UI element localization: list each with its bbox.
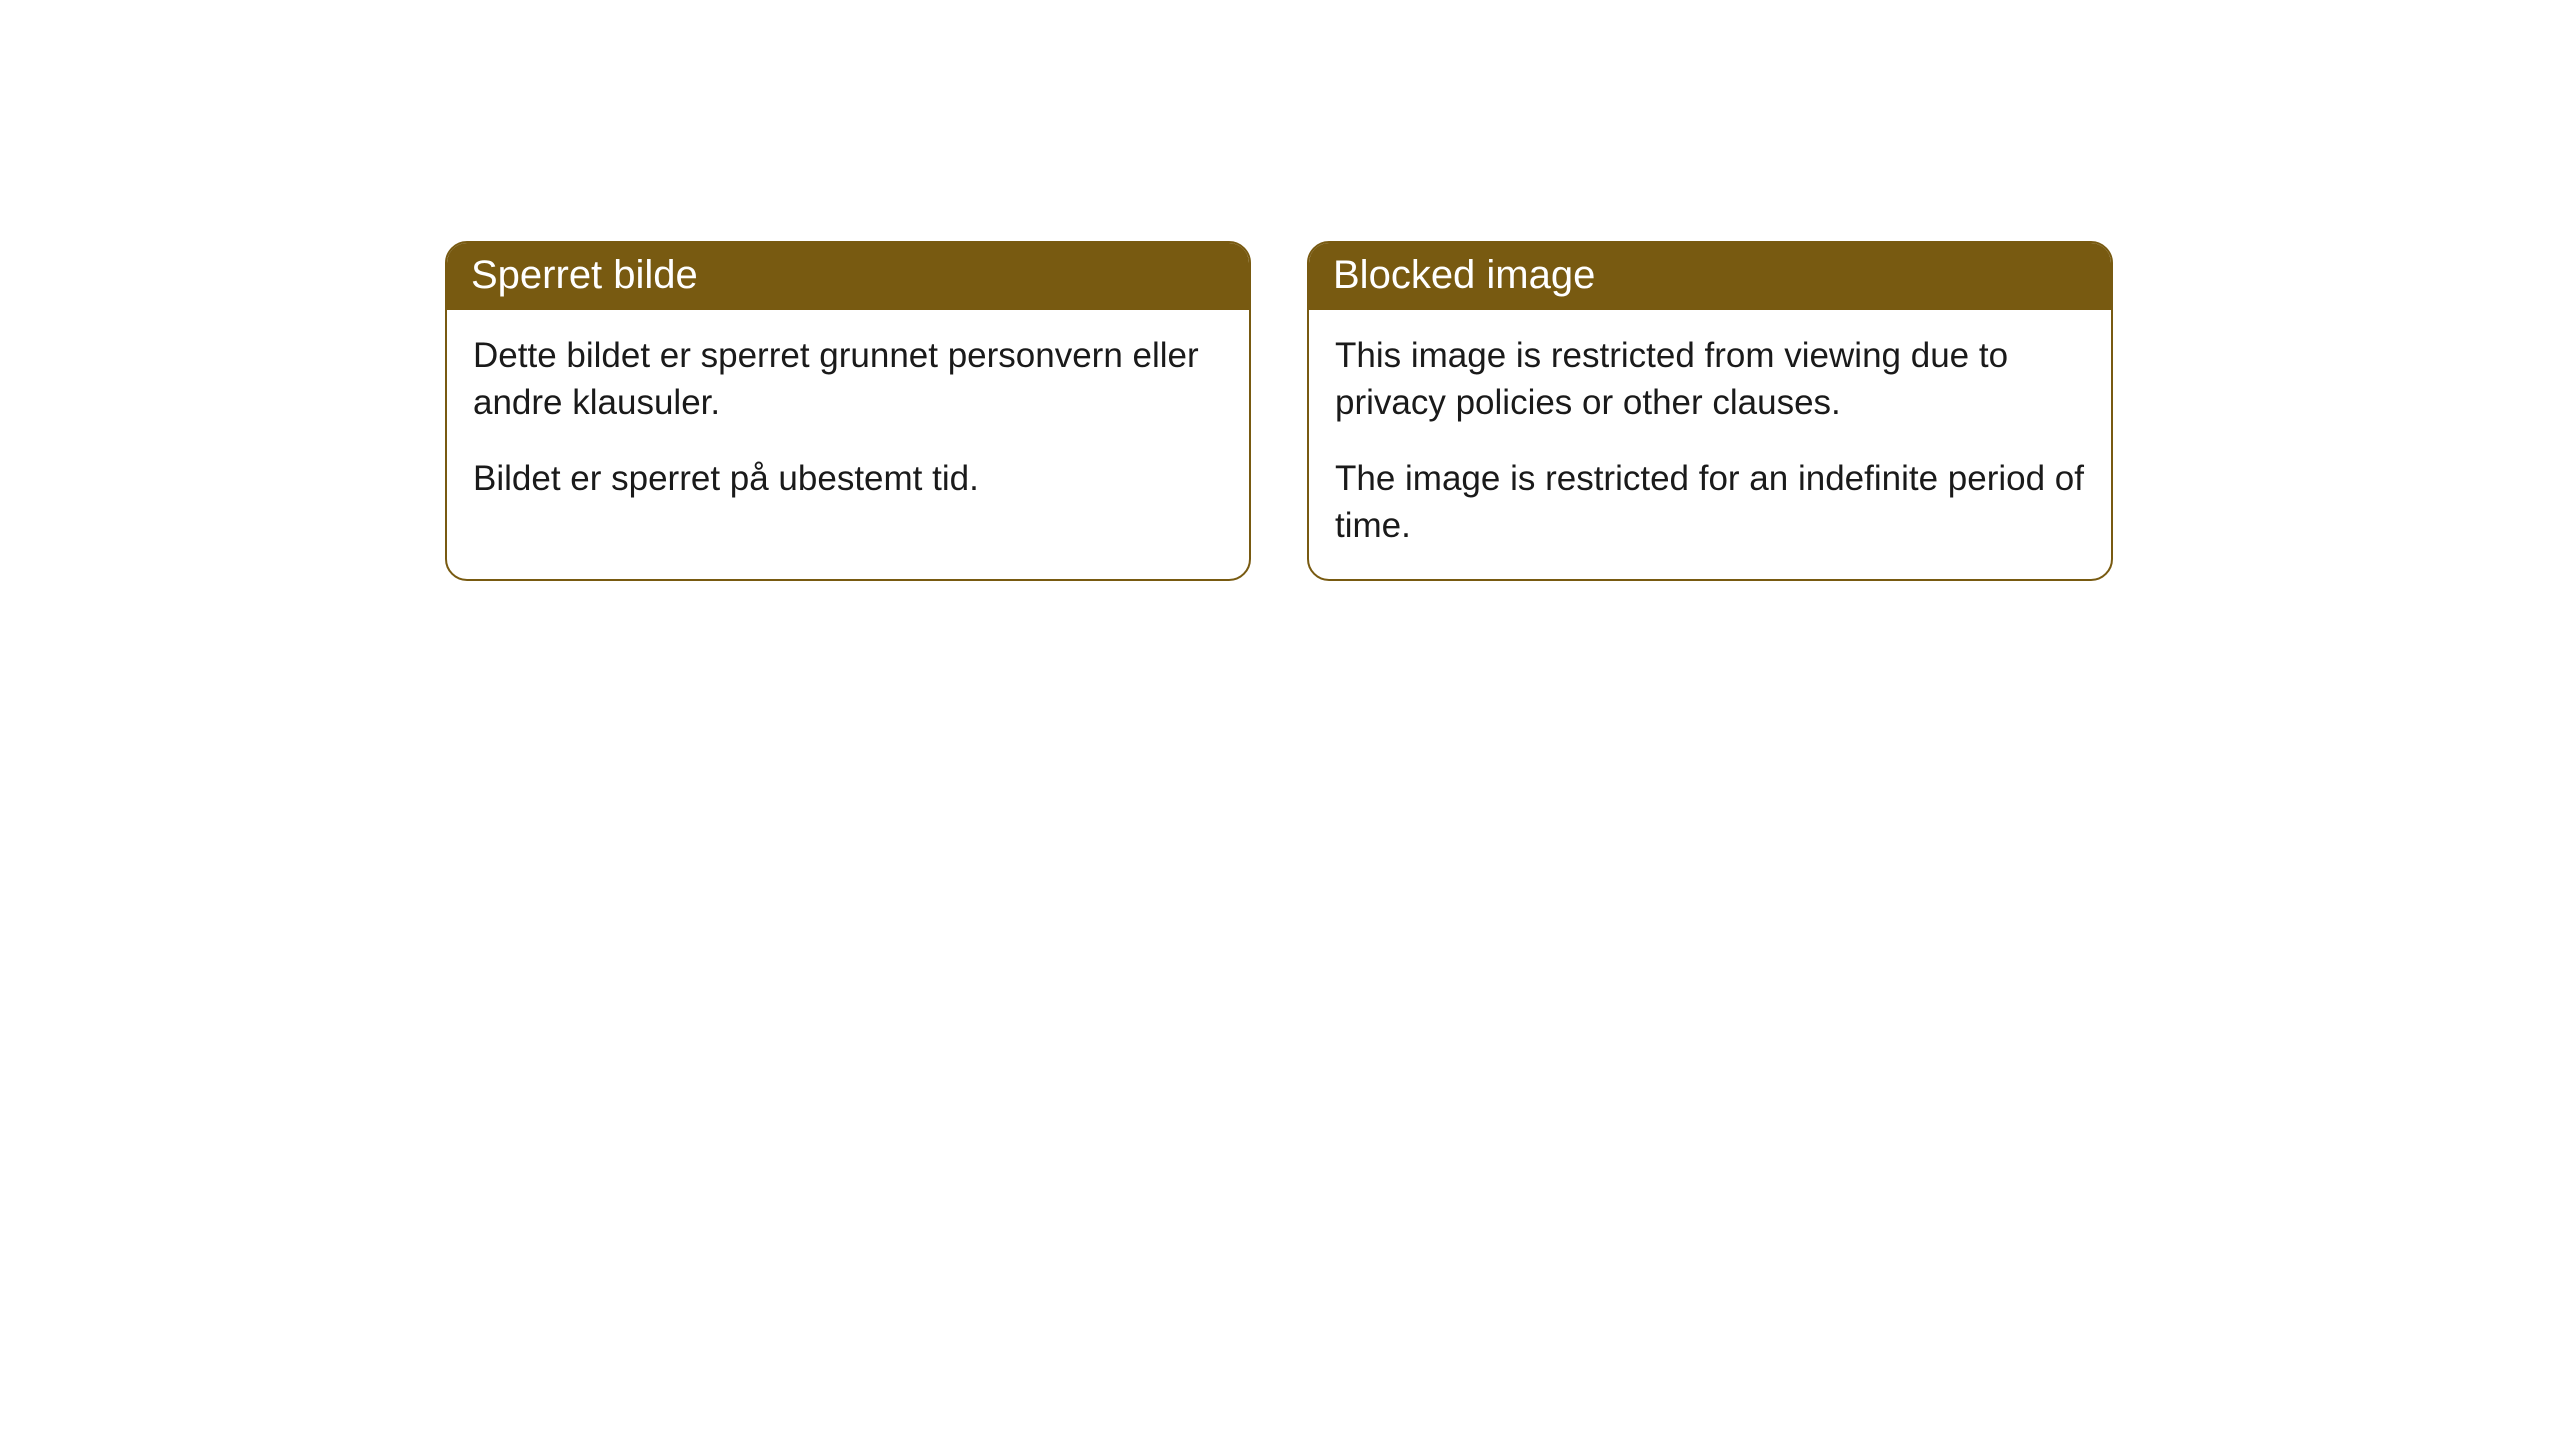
card-header-title: Sperret bilde xyxy=(471,253,698,297)
card-header: Sperret bilde xyxy=(447,243,1249,310)
card-paragraph: The image is restricted for an indefinit… xyxy=(1335,455,2085,550)
card-header: Blocked image xyxy=(1309,243,2111,310)
notice-card-english: Blocked image This image is restricted f… xyxy=(1307,241,2113,581)
card-paragraph: This image is restricted from viewing du… xyxy=(1335,332,2085,427)
card-header-title: Blocked image xyxy=(1333,253,1595,297)
card-body: This image is restricted from viewing du… xyxy=(1309,310,2111,579)
notice-card-norwegian: Sperret bilde Dette bildet er sperret gr… xyxy=(445,241,1251,581)
card-paragraph: Bildet er sperret på ubestemt tid. xyxy=(473,455,1223,502)
notice-cards-container: Sperret bilde Dette bildet er sperret gr… xyxy=(445,241,2113,581)
card-paragraph: Dette bildet er sperret grunnet personve… xyxy=(473,332,1223,427)
card-body: Dette bildet er sperret grunnet personve… xyxy=(447,310,1249,532)
